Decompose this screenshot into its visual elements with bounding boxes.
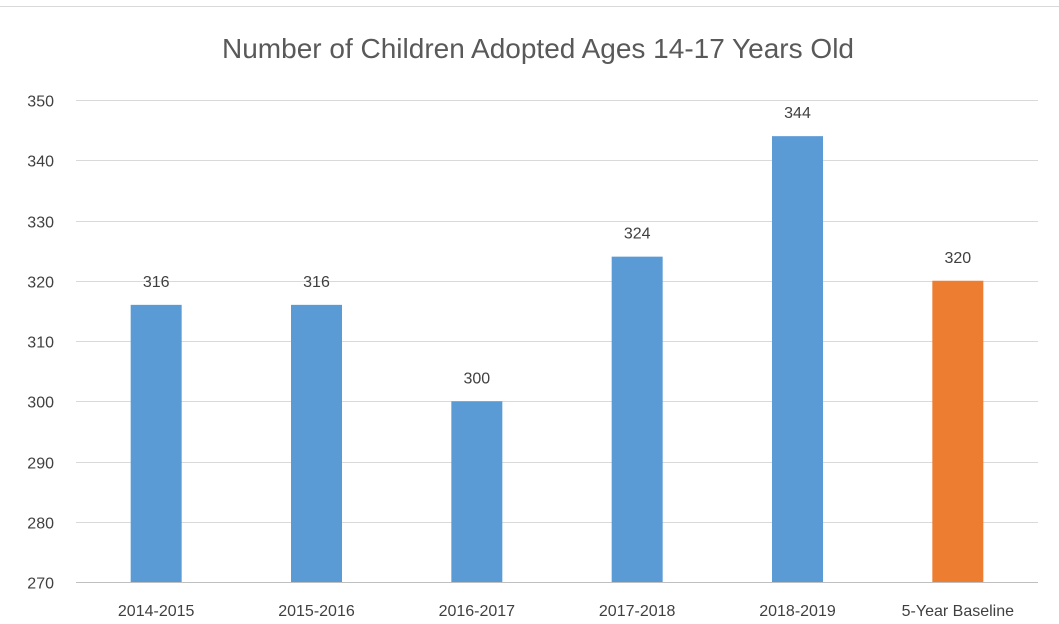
y-tick-label: 310 <box>27 335 54 352</box>
chart-title: Number of Children Adopted Ages 14-17 Ye… <box>222 33 854 64</box>
x-tick-label: 2014-2015 <box>118 603 195 620</box>
y-tick-label: 350 <box>27 94 54 111</box>
x-axis-tick-labels: 2014-2015 2015-2016 2016-2017 2017-2018 2018… <box>118 603 1014 620</box>
x-tick-label: 5-Year Baseline <box>902 603 1014 620</box>
data-label: 316 <box>143 274 170 291</box>
y-tick-label: 270 <box>27 576 54 593</box>
chart-top-border <box>0 6 1059 7</box>
data-labels: 316 316 300 324 344 320 <box>143 105 971 387</box>
data-label: 300 <box>463 370 490 387</box>
x-tick-label: 2018-2019 <box>759 603 836 620</box>
data-label: 344 <box>784 105 811 122</box>
bar <box>291 304 342 582</box>
bar <box>772 136 823 582</box>
y-tick-label: 290 <box>27 456 54 473</box>
y-tick-label: 300 <box>27 395 54 412</box>
bar <box>130 304 182 582</box>
y-tick-label: 320 <box>27 275 54 292</box>
bars <box>130 136 984 582</box>
bar <box>451 401 503 582</box>
gridlines <box>76 100 1038 583</box>
x-tick-label: 2017-2018 <box>599 603 676 620</box>
y-tick-label: 330 <box>27 215 54 232</box>
x-tick-label: 2016-2017 <box>439 603 516 620</box>
data-label: 316 <box>303 274 330 291</box>
data-label: 324 <box>624 226 651 243</box>
y-tick-label: 280 <box>27 516 54 533</box>
x-tick-label: 2015-2016 <box>278 603 355 620</box>
y-tick-label: 340 <box>27 154 54 171</box>
bar <box>932 280 984 582</box>
data-label: 320 <box>944 250 971 267</box>
bar <box>611 256 663 582</box>
y-axis-tick-labels: 270 280 290 300 310 320 330 340 350 <box>27 94 54 593</box>
